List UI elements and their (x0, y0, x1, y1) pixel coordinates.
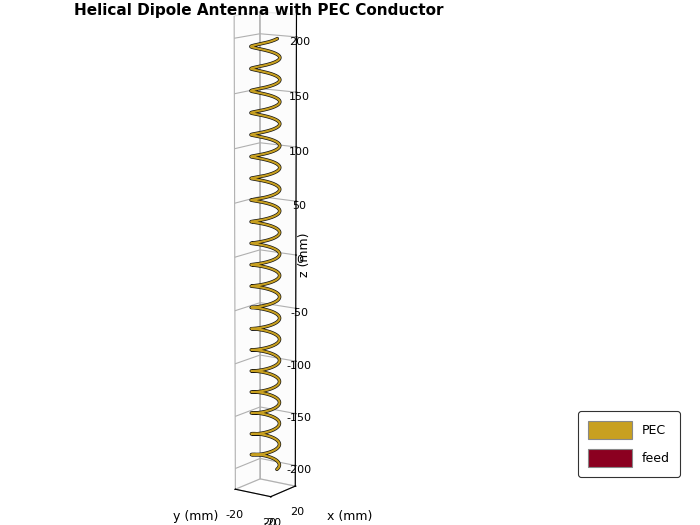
Legend: PEC, feed: PEC, feed (578, 412, 680, 477)
Text: x (mm): x (mm) (328, 510, 372, 523)
Text: y (mm): y (mm) (174, 510, 218, 523)
Title: Helical Dipole Antenna with PEC Conductor: Helical Dipole Antenna with PEC Conducto… (74, 3, 444, 18)
